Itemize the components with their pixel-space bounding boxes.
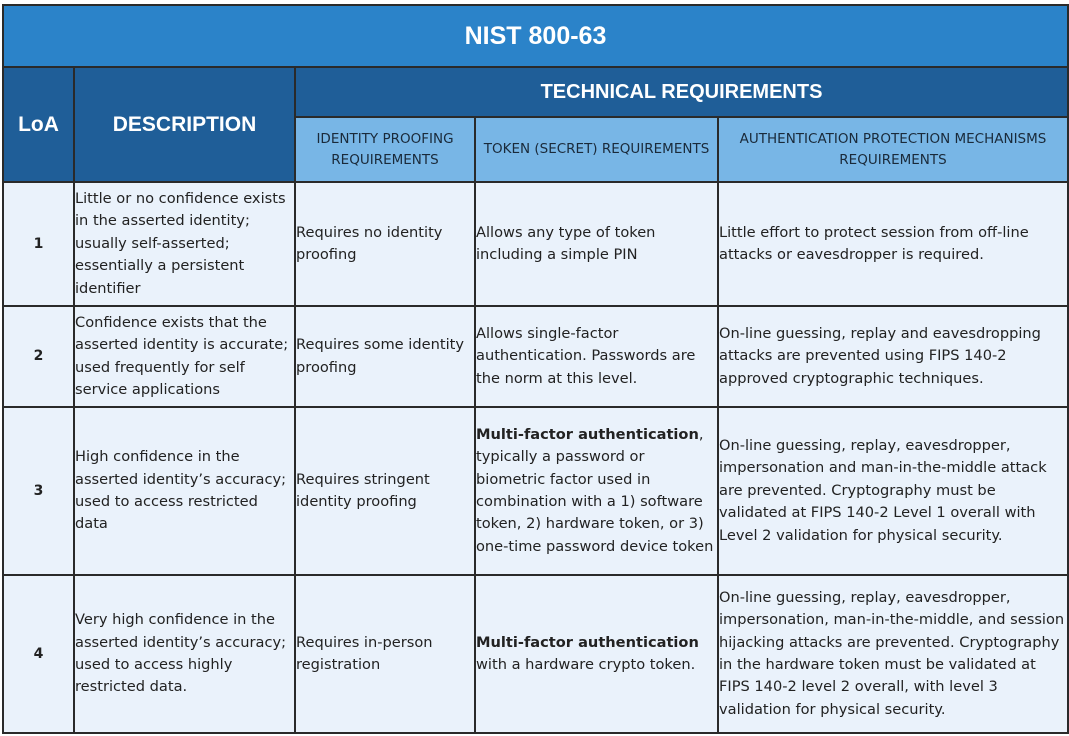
table-row: 2 Confidence exists that the asserted id… [2,305,1069,408]
header-identity-proofing: IDENTITY PROOFING REQUIREMENTS [294,116,476,183]
token-text: , typically a password or biometric fact… [476,425,714,555]
header-description: DESCRIPTION [73,66,296,183]
token-text: with a hardware crypto token. [476,656,696,673]
header-token: TOKEN (SECRET) REQUIREMENTS [474,116,719,183]
token-bold-text: Multi-factor authentication [476,425,699,443]
identity-proofing-cell: Requires stringent identity proofing [294,406,476,576]
description-cell: Little or no confidence exists in the as… [73,181,296,307]
table-row: 4 Very high confidence in the asserted i… [2,574,1069,734]
header-loa: LoA [2,66,75,183]
header-row-sub: IDENTITY PROOFING REQUIREMENTS TOKEN (SE… [3,116,1069,183]
header-row-top: LoA DESCRIPTION TECHNICAL REQUIREMENTS [2,66,1069,183]
token-bold-text: Multi-factor authentication [476,633,699,651]
token-cell: Allows any type of token including a sim… [474,181,719,307]
header-technical-requirements: TECHNICAL REQUIREMENTS [294,66,1069,118]
token-cell: Allows single-factor authentication. Pas… [474,305,719,408]
loa-cell: 3 [2,406,75,576]
title-row: NIST 800-63 [2,4,1069,68]
header-auth-protection: AUTHENTICATION PROTECTION MECHANISMS REQ… [717,116,1069,183]
description-cell: Very high confidence in the asserted ide… [73,574,296,734]
description-cell: Confidence exists that the asserted iden… [73,305,296,408]
token-text: Allows any type of token including a sim… [476,223,656,263]
auth-protection-cell: On-line guessing, replay and eavesdroppi… [717,305,1069,408]
loa-cell: 1 [2,181,75,307]
loa-cell: 2 [2,305,75,408]
table-row: 3 High confidence in the asserted identi… [2,406,1069,576]
identity-proofing-cell: Requires some identity proofing [294,305,476,408]
auth-protection-cell: On-line guessing, replay, eavesdropper, … [717,406,1069,576]
nist-800-63-table: NIST 800-63 LoA DESCRIPTION TECHNICAL RE… [2,4,1069,734]
auth-protection-cell: Little effort to protect session from of… [717,181,1069,307]
token-cell: Multi-factor authentication with a hardw… [474,574,719,734]
token-text: Allows single-factor authentication. Pas… [476,324,696,387]
table-title: NIST 800-63 [2,4,1069,68]
table-row: 1 Little or no confidence exists in the … [2,181,1069,307]
loa-cell: 4 [2,574,75,734]
identity-proofing-cell: Requires in-person registration [294,574,476,734]
identity-proofing-cell: Requires no identity proofing [294,181,476,307]
token-cell: Multi-factor authentication, typically a… [474,406,719,576]
auth-protection-cell: On-line guessing, replay, eavesdropper, … [717,574,1069,734]
description-cell: High confidence in the asserted identity… [73,406,296,576]
